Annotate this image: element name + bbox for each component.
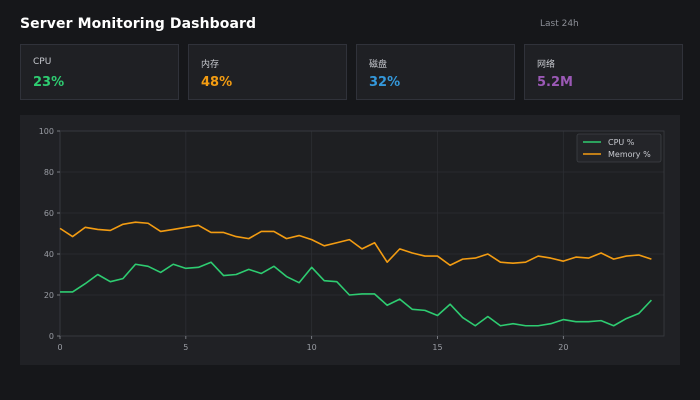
- y-tick-label: 40: [44, 250, 54, 259]
- memory-card-label: 内存: [201, 60, 220, 70]
- disk-card-label: 磁盘: [369, 60, 388, 70]
- y-tick-label: 100: [39, 127, 54, 136]
- y-tick-label: 20: [44, 291, 54, 300]
- cpu-card: CPU 23%: [20, 44, 179, 100]
- disk-card: 磁盘 32%: [356, 44, 515, 100]
- cpu-card-value: 23%: [33, 75, 65, 90]
- x-tick-label: 10: [307, 343, 317, 352]
- x-tick-label: 0: [57, 343, 62, 352]
- memory-card-value: 48%: [201, 75, 233, 90]
- legend-box: [576, 133, 662, 163]
- series-line-memory: [59, 221, 652, 267]
- chart-panel: 0 20 40 60 80 100 0 5 10 15 20 CPU % Memory %: [20, 115, 680, 365]
- x-tick-label: 5: [183, 343, 188, 352]
- x-tick-label: 15: [432, 343, 442, 352]
- legend-label: CPU %: [608, 138, 635, 147]
- time-range-label: Last 24h: [540, 19, 579, 29]
- legend-label: Memory %: [608, 150, 651, 159]
- memory-card: 内存 48%: [188, 44, 347, 100]
- cpu-card-label: CPU: [33, 57, 52, 67]
- network-card-label: 网络: [537, 60, 556, 70]
- network-card: 网络 5.2M: [524, 44, 683, 100]
- disk-card-value: 32%: [369, 75, 401, 90]
- plot-border: [59, 130, 665, 337]
- x-tick-label: 20: [558, 343, 568, 352]
- plot-area: [60, 131, 664, 336]
- page-title: Server Monitoring Dashboard: [20, 16, 257, 32]
- y-tick-label: 60: [44, 209, 54, 218]
- y-tick-label: 0: [49, 332, 54, 341]
- line-chart: 0 20 40 60 80 100 0 5 10 15 20 CPU % Memory %: [39, 127, 665, 352]
- network-card-value: 5.2M: [537, 75, 573, 90]
- y-tick-label: 80: [44, 168, 54, 177]
- series-line-cpu: [60, 261, 652, 327]
